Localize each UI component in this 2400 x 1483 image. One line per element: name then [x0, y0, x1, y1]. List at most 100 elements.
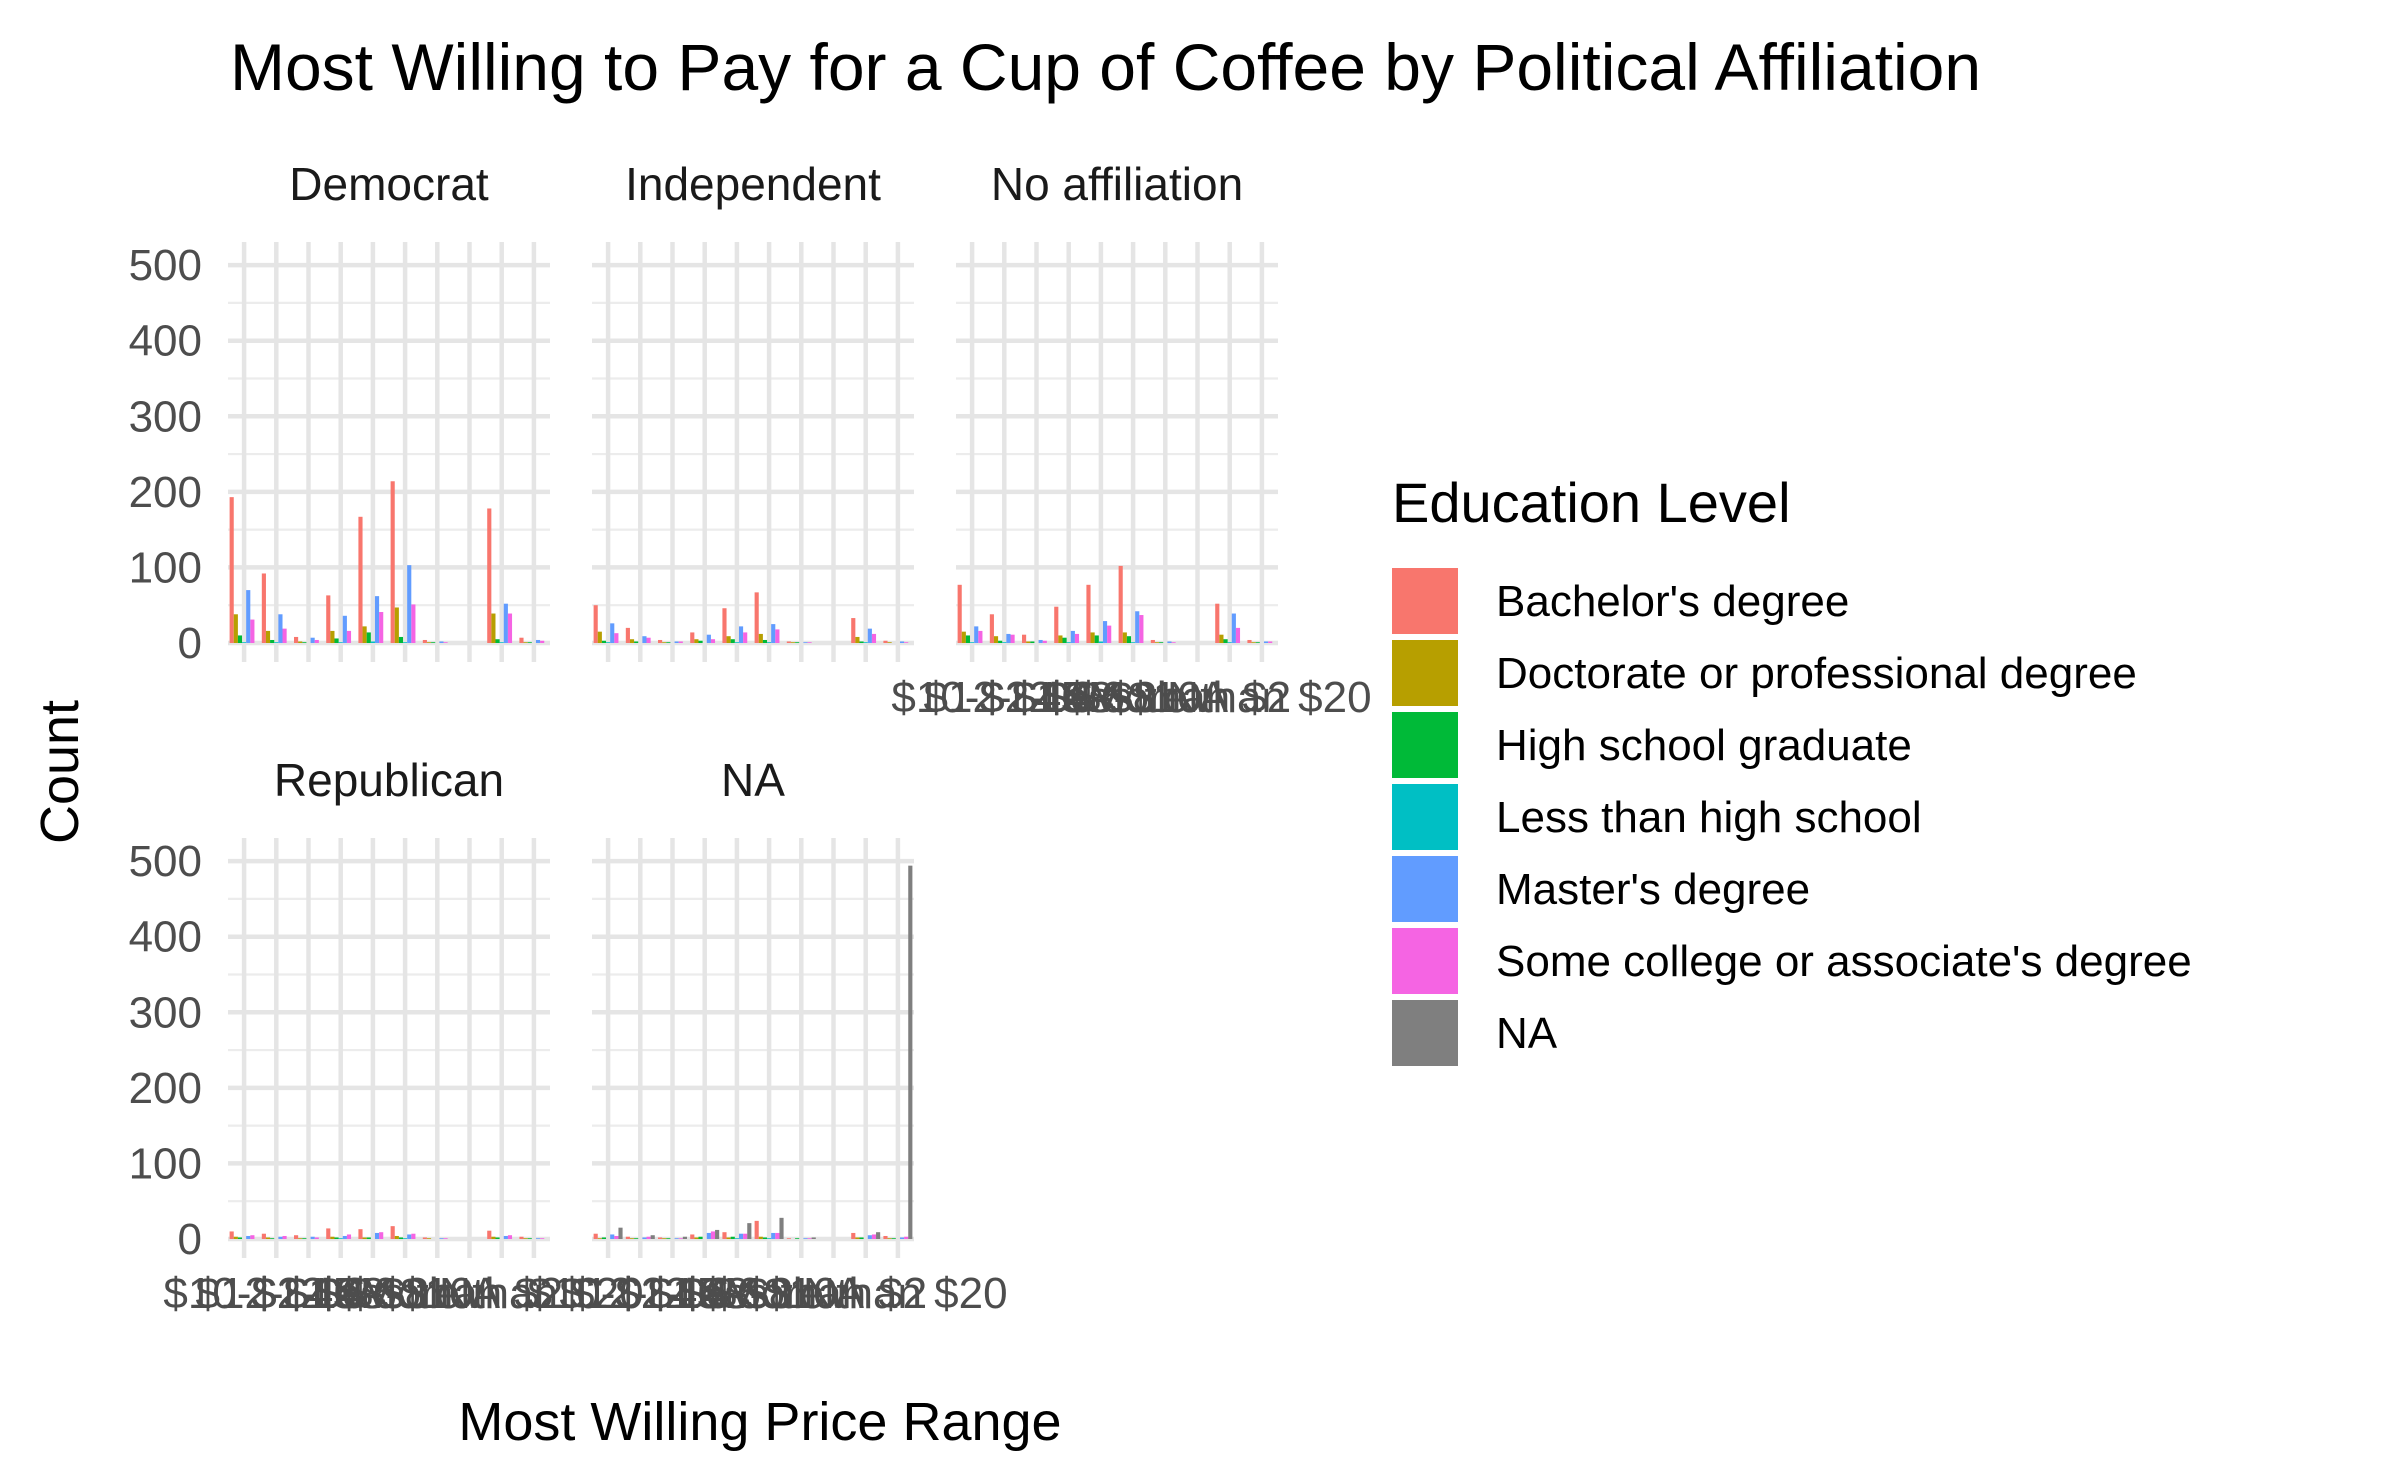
bar-na-2-4-high-school-graduate — [666, 1238, 671, 1239]
bar-na-more-than-20-doctorate-or-professional-degree — [855, 1237, 860, 1239]
bar-no-affiliation-6-8-some-college-or-associate-s-degree — [1107, 625, 1112, 643]
bar-na-8-10-bachelor-s-degree — [754, 1220, 759, 1239]
y-axis-title: Count — [30, 700, 90, 844]
legend-key-master-s-degree — [1392, 856, 1458, 922]
legend-key-doctorate-or-professional-degree — [1392, 640, 1458, 706]
x-tick-label: $2-$4 — [616, 1269, 729, 1318]
bar-na-2-4-doctorate-or-professional-degree — [662, 1238, 667, 1239]
facet-label-na: NA — [721, 754, 785, 806]
bar-republican-2-4-master-s-degree — [310, 1236, 315, 1239]
bar-na-12-15-doctorate-or-professional-degree — [629, 1238, 635, 1239]
x-tick-label: NA — [439, 1269, 501, 1318]
x-tick-label: NA — [803, 1269, 865, 1318]
x-tick-label: $4-$6 — [1012, 673, 1125, 722]
bar-republican-6-8-master-s-degree — [374, 1232, 380, 1239]
bar-na-10-12-doctorate-or-professional-degree — [597, 1238, 602, 1239]
bar-republican-less-than-2-master-s-degree — [439, 1238, 444, 1239]
x-tick-label: $2-$4 — [252, 1269, 365, 1318]
bar-democrat-12-15-high-school-graduate — [270, 639, 275, 643]
bar-no-affiliation-2-4-master-s-degree — [1038, 639, 1043, 643]
bar-independent-8-10-bachelor-s-degree — [754, 592, 759, 643]
bar-democrat-15-20-some-college-or-associate-s-degree — [540, 640, 545, 643]
bar-independent-12-15-master-s-degree — [642, 636, 647, 643]
bar-no-affiliation-15-20-bachelor-s-degree — [1247, 639, 1252, 643]
bar-independent-10-12-doctorate-or-professional-degree — [597, 631, 602, 643]
bar-no-affiliation-6-8-master-s-degree — [1102, 621, 1108, 643]
bar-no-affiliation-15-20-doctorate-or-professional-degree — [1251, 642, 1256, 643]
bar-republican-10-12-some-college-or-associate-s-degree — [250, 1235, 255, 1239]
bar-independent-12-15-some-college-or-associate-s-degree — [646, 637, 651, 643]
facet-label-independent: Independent — [625, 158, 881, 210]
legend-label-doctorate-or-professional-degree: Doctorate or professional degree — [1496, 649, 2137, 698]
bar-democrat-4-6-less-than-high-school — [338, 642, 343, 643]
bar-democrat-10-12-some-college-or-associate-s-degree — [250, 619, 255, 643]
bar-independent-more-than-20-bachelor-s-degree — [851, 618, 856, 643]
bar-no-affiliation-12-15-less-than-high-school — [1002, 642, 1007, 643]
bar-na-8-10-less-than-high-school — [767, 1238, 772, 1239]
bar-republican-10-12-doctorate-or-professional-degree — [233, 1236, 238, 1239]
bar-no-affiliation-2-4-bachelor-s-degree — [1022, 634, 1027, 643]
bar-democrat-12-15-bachelor-s-degree — [261, 573, 266, 643]
legend-key-high-school-graduate — [1392, 712, 1458, 778]
x-tick-label: Less than $2 — [1039, 673, 1291, 722]
bar-independent-15-20-doctorate-or-professional-degree — [887, 642, 892, 643]
x-tick-label: $6-$8 — [317, 1269, 430, 1318]
bar-no-affiliation-more-than-20-high-school-graduate — [1223, 639, 1228, 643]
bar-na-4-6-bachelor-s-degree — [690, 1234, 695, 1239]
bar-independent-10-12-high-school-graduate — [601, 640, 607, 643]
bar-republican-8-10-high-school-graduate — [398, 1237, 404, 1239]
y-tick-label: 100 — [129, 543, 202, 592]
x-tick-label: More than $20 — [724, 1269, 1008, 1318]
bar-independent-4-6-high-school-graduate — [698, 640, 703, 643]
x-tick-label: $8-$10 — [337, 1269, 474, 1318]
bar-na-6-8-na — [747, 1223, 752, 1239]
facet-label-no-affiliation: No affiliation — [991, 158, 1243, 210]
bar-independent-8-10-less-than-high-school — [767, 642, 772, 643]
bar-independent-12-15-bachelor-s-degree — [625, 627, 630, 643]
bar-independent-6-8-bachelor-s-degree — [722, 608, 727, 643]
bar-na-15-20-na — [908, 865, 913, 1239]
bar-na-8-10-some-college-or-associate-s-degree — [775, 1232, 780, 1239]
bar-independent-10-12-some-college-or-associate-s-degree — [614, 633, 619, 643]
bar-republican-2-4-some-college-or-associate-s-degree — [314, 1237, 319, 1239]
bar-democrat-8-10-master-s-degree — [407, 565, 412, 643]
bar-independent-2-4-master-s-degree — [674, 641, 679, 643]
bar-republican-6-8-bachelor-s-degree — [358, 1229, 363, 1239]
bar-independent-15-20-some-college-or-associate-s-degree — [904, 642, 909, 643]
bar-no-affiliation-15-20-master-s-degree — [1263, 641, 1269, 643]
bar-na-less-than-2-high-school-graduate — [795, 1238, 800, 1239]
bar-democrat-10-12-less-than-high-school — [242, 642, 247, 643]
bar-na-more-than-20-bachelor-s-degree — [851, 1232, 856, 1239]
bar-republican-6-8-some-college-or-associate-s-degree — [379, 1232, 384, 1239]
bar-na-8-10-high-school-graduate — [762, 1237, 768, 1239]
bar-republican-4-6-bachelor-s-degree — [326, 1228, 331, 1239]
bar-no-affiliation-12-15-bachelor-s-degree — [989, 614, 994, 643]
bar-no-affiliation-6-8-less-than-high-school — [1098, 641, 1103, 643]
bar-republican-more-than-20-bachelor-s-degree — [487, 1230, 492, 1239]
bar-na-10-12-some-college-or-associate-s-degree — [614, 1235, 619, 1239]
bar-republican-6-8-doctorate-or-professional-degree — [362, 1237, 367, 1239]
x-tick-label: $6-$8 — [681, 1269, 794, 1318]
legend-label-less-than-high-school: Less than high school — [1496, 793, 1922, 842]
bar-na-2-4-na — [682, 1236, 687, 1239]
bar-no-affiliation-15-20-some-college-or-associate-s-degree — [1268, 641, 1273, 643]
bar-no-affiliation-4-6-less-than-high-school — [1066, 642, 1071, 643]
bar-no-affiliation-2-4-high-school-graduate — [1030, 641, 1035, 643]
legend-key-some-college-or-associate-s-degree — [1392, 928, 1458, 994]
bar-na-15-20-bachelor-s-degree — [883, 1235, 888, 1239]
x-tick-label: More than $20 — [1088, 673, 1372, 722]
bar-republican-more-than-20-high-school-graduate — [495, 1237, 500, 1239]
x-tick-label: $8-$10 — [1065, 673, 1202, 722]
bar-democrat-15-20-high-school-graduate — [527, 642, 532, 643]
bar-no-affiliation-more-than-20-master-s-degree — [1231, 613, 1236, 643]
text-layer: Democrat 0 100 200 300 400 500 Independent No af… — [129, 158, 1372, 1318]
bar-democrat-8-10-some-college-or-associate-s-degree — [411, 604, 416, 643]
bar-democrat-10-12-high-school-graduate — [237, 635, 243, 643]
bar-democrat-more-than-20-master-s-degree — [503, 603, 508, 643]
bar-democrat-6-8-doctorate-or-professional-degree — [362, 626, 367, 643]
bar-na-more-than-20-high-school-graduate — [859, 1237, 864, 1239]
bar-na-15-20-doctorate-or-professional-degree — [887, 1238, 892, 1239]
bar-na-4-6-high-school-graduate — [698, 1236, 703, 1239]
x-tick-label: NA — [1167, 673, 1229, 722]
